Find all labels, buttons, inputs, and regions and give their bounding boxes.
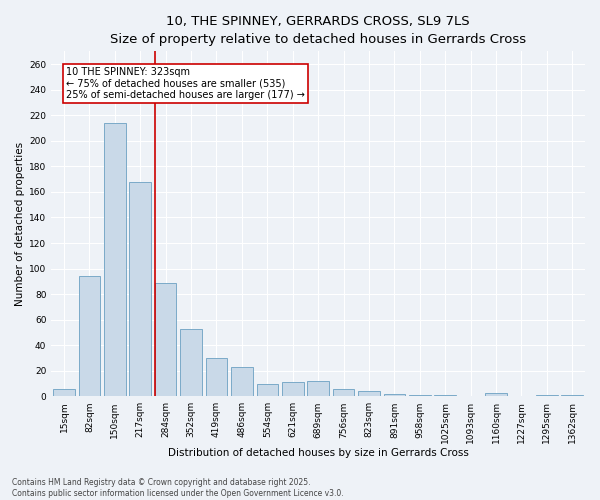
- Bar: [333, 388, 355, 396]
- Bar: [206, 358, 227, 397]
- Bar: [562, 395, 583, 396]
- Bar: [358, 391, 380, 396]
- Bar: [79, 276, 100, 396]
- Bar: [257, 384, 278, 396]
- X-axis label: Distribution of detached houses by size in Gerrards Cross: Distribution of detached houses by size …: [168, 448, 469, 458]
- Bar: [282, 382, 304, 396]
- Bar: [307, 381, 329, 396]
- Y-axis label: Number of detached properties: Number of detached properties: [15, 142, 25, 306]
- Bar: [231, 367, 253, 396]
- Bar: [53, 388, 75, 396]
- Text: Contains HM Land Registry data © Crown copyright and database right 2025.
Contai: Contains HM Land Registry data © Crown c…: [12, 478, 344, 498]
- Bar: [180, 328, 202, 396]
- Bar: [485, 392, 507, 396]
- Bar: [383, 394, 405, 396]
- Text: 10 THE SPINNEY: 323sqm
← 75% of detached houses are smaller (535)
25% of semi-de: 10 THE SPINNEY: 323sqm ← 75% of detached…: [66, 66, 305, 100]
- Bar: [104, 123, 125, 396]
- Bar: [130, 182, 151, 396]
- Title: 10, THE SPINNEY, GERRARDS CROSS, SL9 7LS
Size of property relative to detached h: 10, THE SPINNEY, GERRARDS CROSS, SL9 7LS…: [110, 15, 526, 46]
- Bar: [155, 282, 176, 397]
- Bar: [409, 395, 431, 396]
- Bar: [434, 395, 456, 396]
- Bar: [536, 395, 557, 396]
